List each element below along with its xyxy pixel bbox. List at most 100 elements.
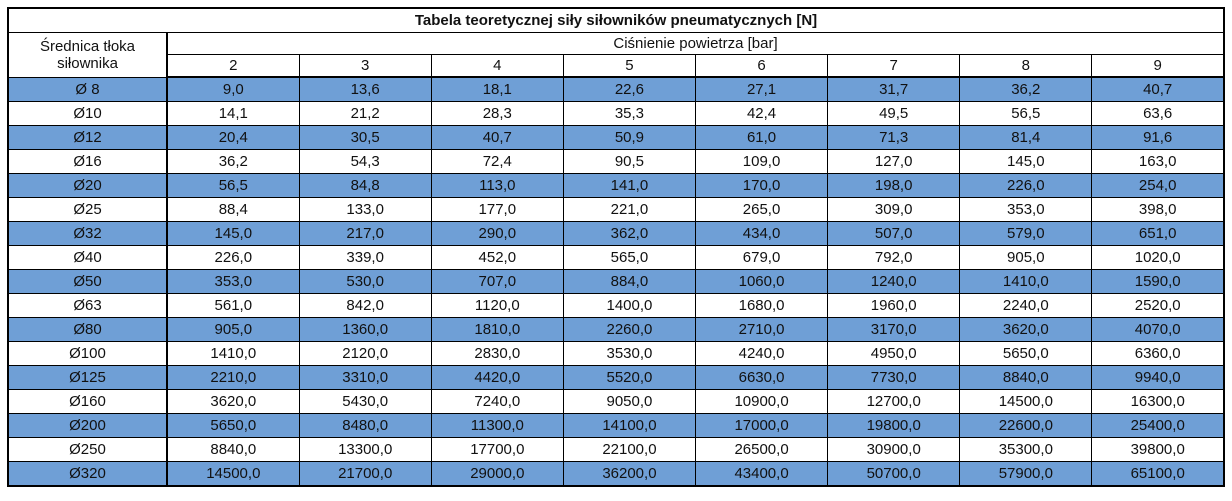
force-value-cell: 217,0	[298, 221, 432, 246]
diameter-cell: Ø50	[7, 269, 168, 294]
force-value-cell: 56,5	[166, 173, 300, 198]
force-value-cell: 679,0	[694, 245, 829, 270]
force-value-cell: 2120,0	[298, 341, 432, 366]
force-value-cell: 1410,0	[166, 341, 300, 366]
force-value-cell: 4950,0	[827, 341, 961, 366]
force-value-cell: 50700,0	[827, 461, 961, 487]
force-value-cell: 22,6	[562, 76, 697, 102]
force-value-cell: 1060,0	[694, 269, 829, 294]
force-value-cell: 170,0	[694, 173, 829, 198]
force-value-cell: 17700,0	[430, 437, 564, 462]
diameter-cell: Ø160	[7, 389, 168, 414]
force-value-cell: 21,2	[298, 101, 432, 126]
force-value-cell: 27,1	[694, 76, 829, 102]
force-value-cell: 31,7	[827, 76, 961, 102]
header-row-pressure: Średnica tłoka siłownika Ciśnienie powie…	[7, 32, 1225, 78]
force-value-cell: 398,0	[1091, 197, 1225, 222]
force-value-cell: 13300,0	[298, 437, 432, 462]
force-value-cell: 353,0	[166, 269, 300, 294]
force-value-cell: 36200,0	[562, 461, 697, 487]
force-value-cell: 26500,0	[694, 437, 829, 462]
force-value-cell: 20,4	[166, 125, 300, 150]
force-value-cell: 2240,0	[959, 293, 1093, 318]
pressure-col-header: 6	[694, 54, 829, 78]
diameter-cell: Ø12	[7, 125, 168, 150]
force-value-cell: 5650,0	[166, 413, 300, 438]
force-value-cell: 9050,0	[562, 389, 697, 414]
force-value-cell: 3170,0	[827, 317, 961, 342]
force-value-cell: 6360,0	[1091, 341, 1225, 366]
pressure-col-header: 4	[430, 54, 564, 78]
pressure-col-header: 3	[298, 54, 432, 78]
force-value-cell: 1960,0	[827, 293, 961, 318]
force-value-cell: 2710,0	[694, 317, 829, 342]
force-value-cell: 8480,0	[298, 413, 432, 438]
force-value-cell: 113,0	[430, 173, 564, 198]
force-value-cell: 88,4	[166, 197, 300, 222]
force-value-cell: 30,5	[298, 125, 432, 150]
force-value-cell: 35,3	[562, 101, 697, 126]
force-value-cell: 18,1	[430, 76, 564, 102]
force-value-cell: 43400,0	[694, 461, 829, 487]
diameter-cell: Ø200	[7, 413, 168, 438]
force-value-cell: 5520,0	[562, 365, 697, 390]
force-value-cell: 28,3	[430, 101, 564, 126]
force-value-cell: 6630,0	[694, 365, 829, 390]
force-value-cell: 353,0	[959, 197, 1093, 222]
table-row: Ø100 1410,0 2120,0 2830,0 3530,0 4240,0 4950,0…	[7, 341, 1225, 366]
force-value-cell: 905,0	[166, 317, 300, 342]
diameter-cell: Ø25	[7, 197, 168, 222]
diameter-cell: Ø100	[7, 341, 168, 366]
table-row: Ø10 14,1 21,2 28,3 35,3 42,4 49,5 56,5 63,6	[7, 101, 1225, 126]
force-value-cell: 14500,0	[959, 389, 1093, 414]
pressure-col-header: 2	[166, 54, 300, 78]
force-value-cell: 65100,0	[1091, 461, 1225, 487]
force-value-cell: 14100,0	[562, 413, 697, 438]
pressure-col-header: 8	[959, 54, 1093, 78]
force-value-cell: 434,0	[694, 221, 829, 246]
table-row: Ø16 36,2 54,3 72,4 90,5 109,0 127,0 145,0 163,0	[7, 149, 1225, 174]
force-value-cell: 1360,0	[298, 317, 432, 342]
table-row: Ø200 5650,0 8480,0 11300,0 14100,0 17000,0 198…	[7, 413, 1225, 438]
force-value-cell: 7240,0	[430, 389, 564, 414]
force-value-cell: 4240,0	[694, 341, 829, 366]
force-value-cell: 9940,0	[1091, 365, 1225, 390]
table-row: Ø32 145,0 217,0 290,0 362,0 434,0 507,0 579,0 65…	[7, 221, 1225, 246]
force-value-cell: 133,0	[298, 197, 432, 222]
force-value-cell: 842,0	[298, 293, 432, 318]
force-value-cell: 221,0	[562, 197, 697, 222]
force-value-cell: 651,0	[1091, 221, 1225, 246]
force-value-cell: 362,0	[562, 221, 697, 246]
force-value-cell: 792,0	[827, 245, 961, 270]
diameter-cell: Ø80	[7, 317, 168, 342]
diameter-cell: Ø125	[7, 365, 168, 390]
force-value-cell: 61,0	[694, 125, 829, 150]
force-value-cell: 14,1	[166, 101, 300, 126]
diameter-cell: Ø320	[7, 461, 168, 487]
force-value-cell: 3530,0	[562, 341, 697, 366]
force-value-cell: 10900,0	[694, 389, 829, 414]
force-value-cell: 254,0	[1091, 173, 1225, 198]
force-value-cell: 1410,0	[959, 269, 1093, 294]
force-value-cell: 49,5	[827, 101, 961, 126]
diameter-cell: Ø63	[7, 293, 168, 318]
force-value-cell: 36,2	[959, 76, 1093, 102]
force-value-cell: 11300,0	[430, 413, 564, 438]
diameter-cell: Ø 8	[7, 76, 168, 102]
force-value-cell: 145,0	[959, 149, 1093, 174]
force-value-cell: 39800,0	[1091, 437, 1225, 462]
force-value-cell: 565,0	[562, 245, 697, 270]
force-value-cell: 17000,0	[694, 413, 829, 438]
force-value-cell: 21700,0	[298, 461, 432, 487]
force-value-cell: 50,9	[562, 125, 697, 150]
force-value-cell: 1810,0	[430, 317, 564, 342]
diameter-cell: Ø16	[7, 149, 168, 174]
force-value-cell: 884,0	[562, 269, 697, 294]
force-value-cell: 163,0	[1091, 149, 1225, 174]
force-value-cell: 579,0	[959, 221, 1093, 246]
table-row: Ø160 3620,0 5430,0 7240,0 9050,0 10900,0 12700…	[7, 389, 1225, 414]
force-value-cell: 507,0	[827, 221, 961, 246]
force-value-cell: 35300,0	[959, 437, 1093, 462]
table-row: Ø12 20,4 30,5 40,7 50,9 61,0 71,3 81,4 91,6	[7, 125, 1225, 150]
force-value-cell: 25400,0	[1091, 413, 1225, 438]
